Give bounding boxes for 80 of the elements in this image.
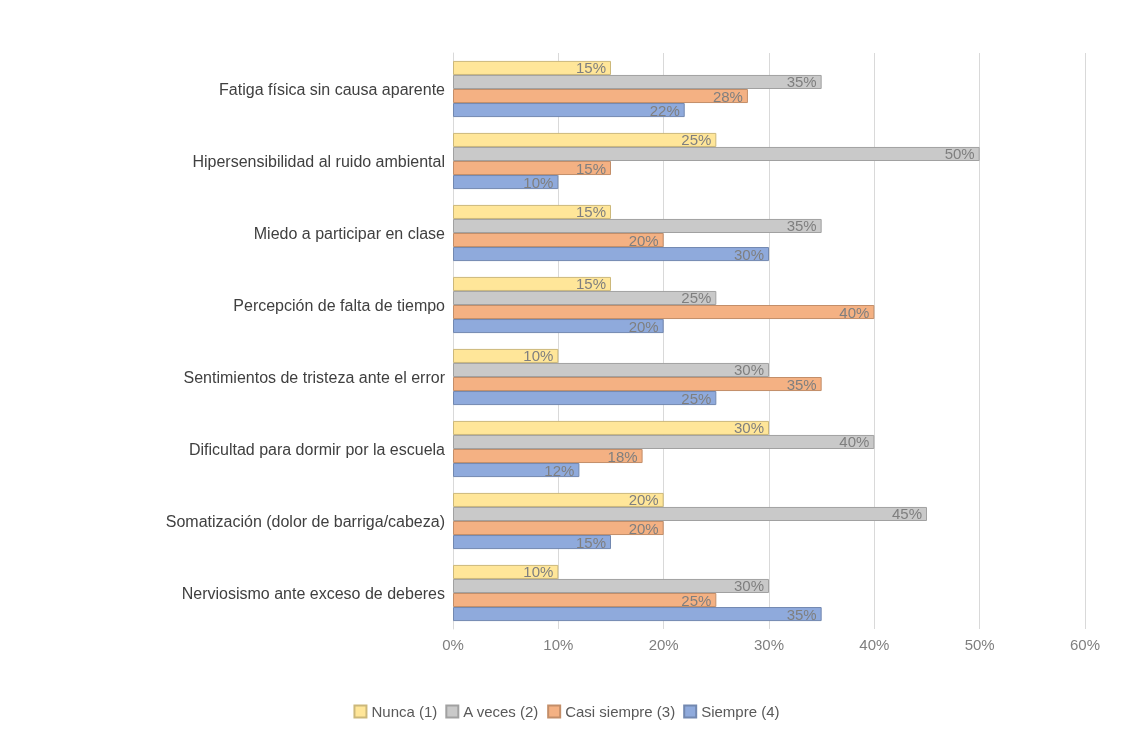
x-tick-label: 10% — [543, 636, 574, 653]
y-tick-label: Percepción de falta de tiempo — [233, 296, 446, 314]
bar — [453, 578, 769, 593]
bar — [453, 233, 664, 248]
bar — [453, 463, 580, 478]
y-tick-label: Nerviosismo ante exceso de deberes — [181, 584, 445, 602]
legend-label: A veces (2) — [463, 703, 539, 720]
bar — [453, 146, 980, 161]
bar — [453, 319, 664, 334]
x-tick-label: 30% — [753, 636, 785, 653]
data-label: 20% — [628, 231, 659, 249]
data-label: 30% — [733, 245, 764, 263]
data-label: 22% — [649, 101, 680, 119]
x-tick-label: 20% — [648, 636, 679, 653]
bar — [453, 89, 748, 104]
legend-label: Casi siempre (3) — [565, 703, 676, 720]
data-label: 20% — [628, 519, 659, 537]
bar — [453, 290, 717, 305]
data-label: 35% — [786, 605, 817, 623]
data-label: 40% — [839, 303, 870, 321]
bar — [453, 247, 769, 262]
data-label: 10% — [523, 347, 554, 365]
data-label: 25% — [681, 389, 712, 407]
data-label: 15% — [575, 275, 606, 293]
y-tick-label: Somatización (dolor de barriga/cabeza) — [165, 512, 445, 530]
data-label: 45% — [891, 505, 922, 523]
data-label: 10% — [523, 563, 554, 581]
bar — [453, 305, 875, 320]
data-label: 15% — [575, 203, 606, 221]
y-tick-label: Dificultad para dormir por la escuela — [188, 440, 446, 458]
data-label: 30% — [733, 419, 764, 437]
x-tick-label: 40% — [859, 636, 890, 653]
data-label: 25% — [681, 289, 712, 307]
y-tick-label: Sentimientos de tristeza ante el error — [183, 368, 446, 386]
data-label: 25% — [681, 591, 712, 609]
bar — [453, 434, 875, 449]
bar — [453, 420, 769, 435]
data-label: 12% — [544, 461, 575, 479]
y-tick-label: Hipersensibilidad al ruido ambiental — [192, 152, 445, 170]
bar — [453, 218, 822, 233]
data-label: 30% — [733, 361, 764, 379]
data-label: 20% — [628, 491, 659, 509]
data-label: 20% — [628, 317, 659, 335]
bar — [453, 449, 643, 464]
data-label: 25% — [681, 131, 712, 149]
x-tick-label: 0% — [442, 636, 464, 653]
bar — [453, 132, 717, 147]
bar — [453, 103, 685, 118]
bar — [453, 161, 611, 176]
bar — [453, 492, 664, 507]
bar — [453, 506, 927, 521]
bar — [453, 362, 769, 377]
data-label: 35% — [786, 73, 817, 91]
x-tick-label: 50% — [964, 636, 995, 653]
data-label: 35% — [786, 375, 817, 393]
data-label: 50% — [944, 145, 975, 163]
bar — [453, 74, 822, 89]
legend-label: Siempre (4) — [701, 703, 780, 720]
bar — [453, 535, 611, 550]
bar — [453, 593, 717, 608]
bar — [453, 377, 822, 392]
data-label: 40% — [839, 433, 870, 451]
data-label: 35% — [786, 217, 817, 235]
y-tick-label: Fatiga física sin causa aparente — [219, 80, 446, 98]
bar — [453, 391, 717, 406]
data-label: 18% — [607, 447, 638, 465]
bar — [453, 276, 611, 291]
bar — [453, 521, 664, 536]
y-tick-label: Miedo a participar en clase — [253, 224, 446, 242]
data-label: 30% — [733, 577, 764, 595]
x-tick-label: 60% — [1069, 636, 1101, 653]
data-label: 28% — [712, 87, 743, 105]
data-label: 15% — [575, 533, 606, 551]
bar — [453, 607, 822, 622]
bar — [453, 60, 611, 75]
data-label: 15% — [575, 159, 606, 177]
data-label: 15% — [575, 59, 606, 77]
legend-label: Nunca (1) — [371, 703, 438, 720]
bar — [453, 204, 611, 219]
data-label: 10% — [523, 173, 554, 191]
